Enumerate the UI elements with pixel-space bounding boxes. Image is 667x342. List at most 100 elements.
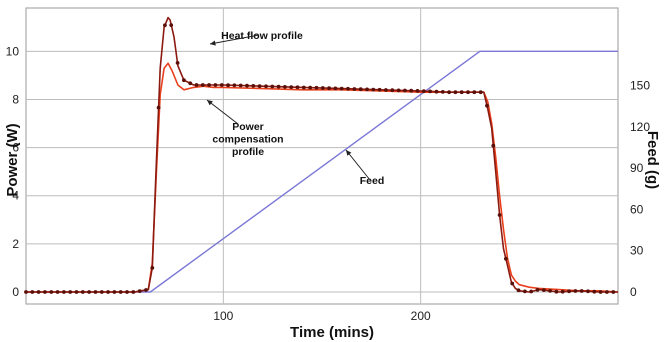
data-point <box>523 289 527 294</box>
y-tick-right: 60 <box>630 202 644 216</box>
data-point <box>131 290 136 294</box>
data-point <box>112 290 117 294</box>
plot-area <box>25 7 619 305</box>
data-point <box>257 84 262 88</box>
data-point <box>93 290 98 294</box>
data-point <box>497 213 502 217</box>
data-point <box>163 23 167 28</box>
data-point <box>36 290 41 294</box>
y-tick-right: 120 <box>630 120 650 134</box>
data-point <box>283 85 287 89</box>
annotation-heat: Heat flow profile <box>221 30 303 42</box>
annotation-feed: Feed <box>360 175 385 187</box>
annotation-line: Power <box>232 121 264 133</box>
y-tick-left: 2 <box>12 237 19 251</box>
y-axis-title-left: Power (W) <box>4 123 21 196</box>
data-point <box>99 290 104 294</box>
data-point <box>403 88 407 93</box>
data-point <box>24 290 28 294</box>
data-point <box>182 78 186 83</box>
data-point <box>49 290 54 294</box>
data-point <box>371 87 376 92</box>
data-point <box>478 90 483 95</box>
data-point <box>434 89 439 94</box>
data-point <box>245 83 249 88</box>
data-point <box>365 87 369 92</box>
data-point <box>421 89 426 94</box>
data-point <box>226 83 231 88</box>
annotation-power: Power compensation profile <box>212 121 283 158</box>
data-point <box>80 290 85 294</box>
y-tick-left: 8 <box>12 92 19 106</box>
data-point <box>232 83 237 88</box>
data-point <box>447 90 451 95</box>
y-tick-right: 90 <box>630 161 644 175</box>
data-point <box>156 105 161 110</box>
data-point <box>586 289 590 294</box>
data-point <box>43 290 47 294</box>
annotation-line: Heat flow profile <box>221 30 303 42</box>
data-point <box>327 86 331 91</box>
series-layer <box>24 16 619 294</box>
annotation-arrowhead <box>207 100 213 106</box>
data-point <box>301 85 306 90</box>
annotation-line: profile <box>232 146 264 158</box>
data-point <box>485 103 489 108</box>
data-point <box>409 88 414 93</box>
data-point <box>238 83 243 88</box>
data-point <box>276 84 281 89</box>
data-point <box>605 290 609 294</box>
data-point <box>535 288 540 292</box>
data-point <box>314 85 319 90</box>
data-point <box>289 85 294 89</box>
annotation-arrowhead <box>210 40 216 46</box>
data-point <box>352 87 357 91</box>
data-point <box>200 83 205 87</box>
data-point <box>320 86 325 90</box>
data-point <box>560 289 565 294</box>
data-point <box>295 85 300 90</box>
data-point <box>358 87 363 92</box>
y-tick-right: 150 <box>630 79 650 93</box>
data-point <box>118 290 123 294</box>
data-point <box>55 290 60 294</box>
data-point <box>466 90 470 95</box>
data-point <box>125 290 129 294</box>
data-point <box>62 290 66 294</box>
data-point <box>175 61 180 65</box>
x-tick: 200 <box>411 309 431 323</box>
data-point <box>333 86 338 91</box>
annotation-layer: Heat flow profile Power compensation profil… <box>206 30 385 187</box>
annotation-arrowhead <box>346 150 352 156</box>
data-point <box>270 84 275 89</box>
data-point <box>598 290 603 294</box>
data-point <box>428 89 432 94</box>
data-point <box>567 289 571 294</box>
data-point <box>264 84 268 89</box>
data-point <box>453 90 458 95</box>
data-point <box>30 290 35 294</box>
data-point <box>68 290 73 294</box>
y-axis-title-right: Feed (g) <box>644 131 661 189</box>
data-point <box>384 88 388 92</box>
data-point <box>346 86 350 91</box>
data-point <box>592 289 597 294</box>
y-tick-right: 0 <box>630 285 637 299</box>
data-point <box>573 289 578 293</box>
data-point <box>219 83 224 87</box>
x-axis-title: Time (mins) <box>290 324 374 341</box>
data-point <box>472 90 477 95</box>
data-point <box>207 83 212 87</box>
data-point <box>144 288 148 292</box>
data-point <box>554 289 559 294</box>
y-tick-left: 4 <box>12 189 19 203</box>
annotation-line: compensation <box>212 134 283 146</box>
y-tick-right: 30 <box>630 244 644 258</box>
data-point <box>106 290 110 294</box>
x-tick: 100 <box>213 309 233 323</box>
data-point <box>541 288 546 292</box>
data-point <box>87 290 91 294</box>
y-tick-left: 6 <box>12 141 19 155</box>
data-point <box>213 83 218 87</box>
data-point <box>390 88 395 93</box>
